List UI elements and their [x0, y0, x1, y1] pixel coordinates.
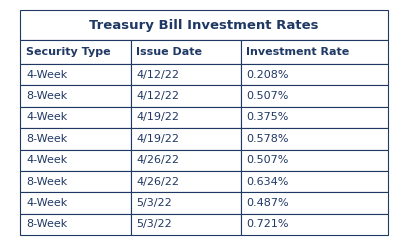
Bar	[241, 107, 388, 128]
Bar	[241, 171, 388, 192]
Text: 4-Week: 4-Week	[26, 112, 67, 122]
Text: 4-Week: 4-Week	[26, 155, 67, 165]
Bar	[131, 149, 241, 171]
Bar	[131, 107, 241, 128]
Bar	[131, 85, 241, 107]
Text: 4-Week: 4-Week	[26, 70, 67, 80]
Bar	[241, 214, 388, 235]
Text: 4/12/22: 4/12/22	[136, 91, 179, 101]
Bar	[241, 149, 388, 171]
Bar	[241, 64, 388, 85]
Text: 0.721%: 0.721%	[246, 220, 289, 230]
Bar	[20, 149, 131, 171]
Bar	[20, 64, 131, 85]
Text: Issue Date: Issue Date	[136, 47, 202, 57]
Text: 4/12/22: 4/12/22	[136, 70, 179, 80]
Text: 0.487%: 0.487%	[246, 198, 289, 208]
Bar	[20, 214, 131, 235]
Text: 8-Week: 8-Week	[26, 91, 67, 101]
Bar	[131, 171, 241, 192]
Text: 8-Week: 8-Week	[26, 220, 67, 230]
Bar	[241, 40, 388, 64]
Text: 0.507%: 0.507%	[246, 91, 289, 101]
Bar	[241, 128, 388, 149]
Bar	[131, 40, 241, 64]
Text: 4-Week: 4-Week	[26, 198, 67, 208]
Bar	[131, 64, 241, 85]
Text: 4/26/22: 4/26/22	[136, 177, 179, 187]
Bar	[20, 85, 131, 107]
Text: 5/3/22: 5/3/22	[136, 198, 172, 208]
Text: 5/3/22: 5/3/22	[136, 220, 172, 230]
Text: 4/19/22: 4/19/22	[136, 112, 179, 122]
Text: 0.634%: 0.634%	[246, 177, 289, 187]
Bar	[20, 107, 131, 128]
Text: 0.507%: 0.507%	[246, 155, 289, 165]
Text: 4/26/22: 4/26/22	[136, 155, 179, 165]
Bar	[20, 40, 131, 64]
Text: 0.208%: 0.208%	[246, 70, 289, 80]
Bar	[241, 192, 388, 214]
Text: Security Type: Security Type	[26, 47, 111, 57]
Bar	[241, 85, 388, 107]
Text: Treasury Bill Investment Rates: Treasury Bill Investment Rates	[89, 19, 319, 32]
Bar	[20, 192, 131, 214]
Text: 0.578%: 0.578%	[246, 134, 289, 144]
Bar	[131, 192, 241, 214]
Text: 0.375%: 0.375%	[246, 112, 289, 122]
Bar	[131, 214, 241, 235]
Bar	[20, 171, 131, 192]
Bar	[20, 10, 388, 40]
Text: 8-Week: 8-Week	[26, 134, 67, 144]
Text: 8-Week: 8-Week	[26, 177, 67, 187]
Bar	[20, 128, 131, 149]
Text: Investment Rate: Investment Rate	[246, 47, 350, 57]
Text: 4/19/22: 4/19/22	[136, 134, 179, 144]
Bar	[131, 128, 241, 149]
